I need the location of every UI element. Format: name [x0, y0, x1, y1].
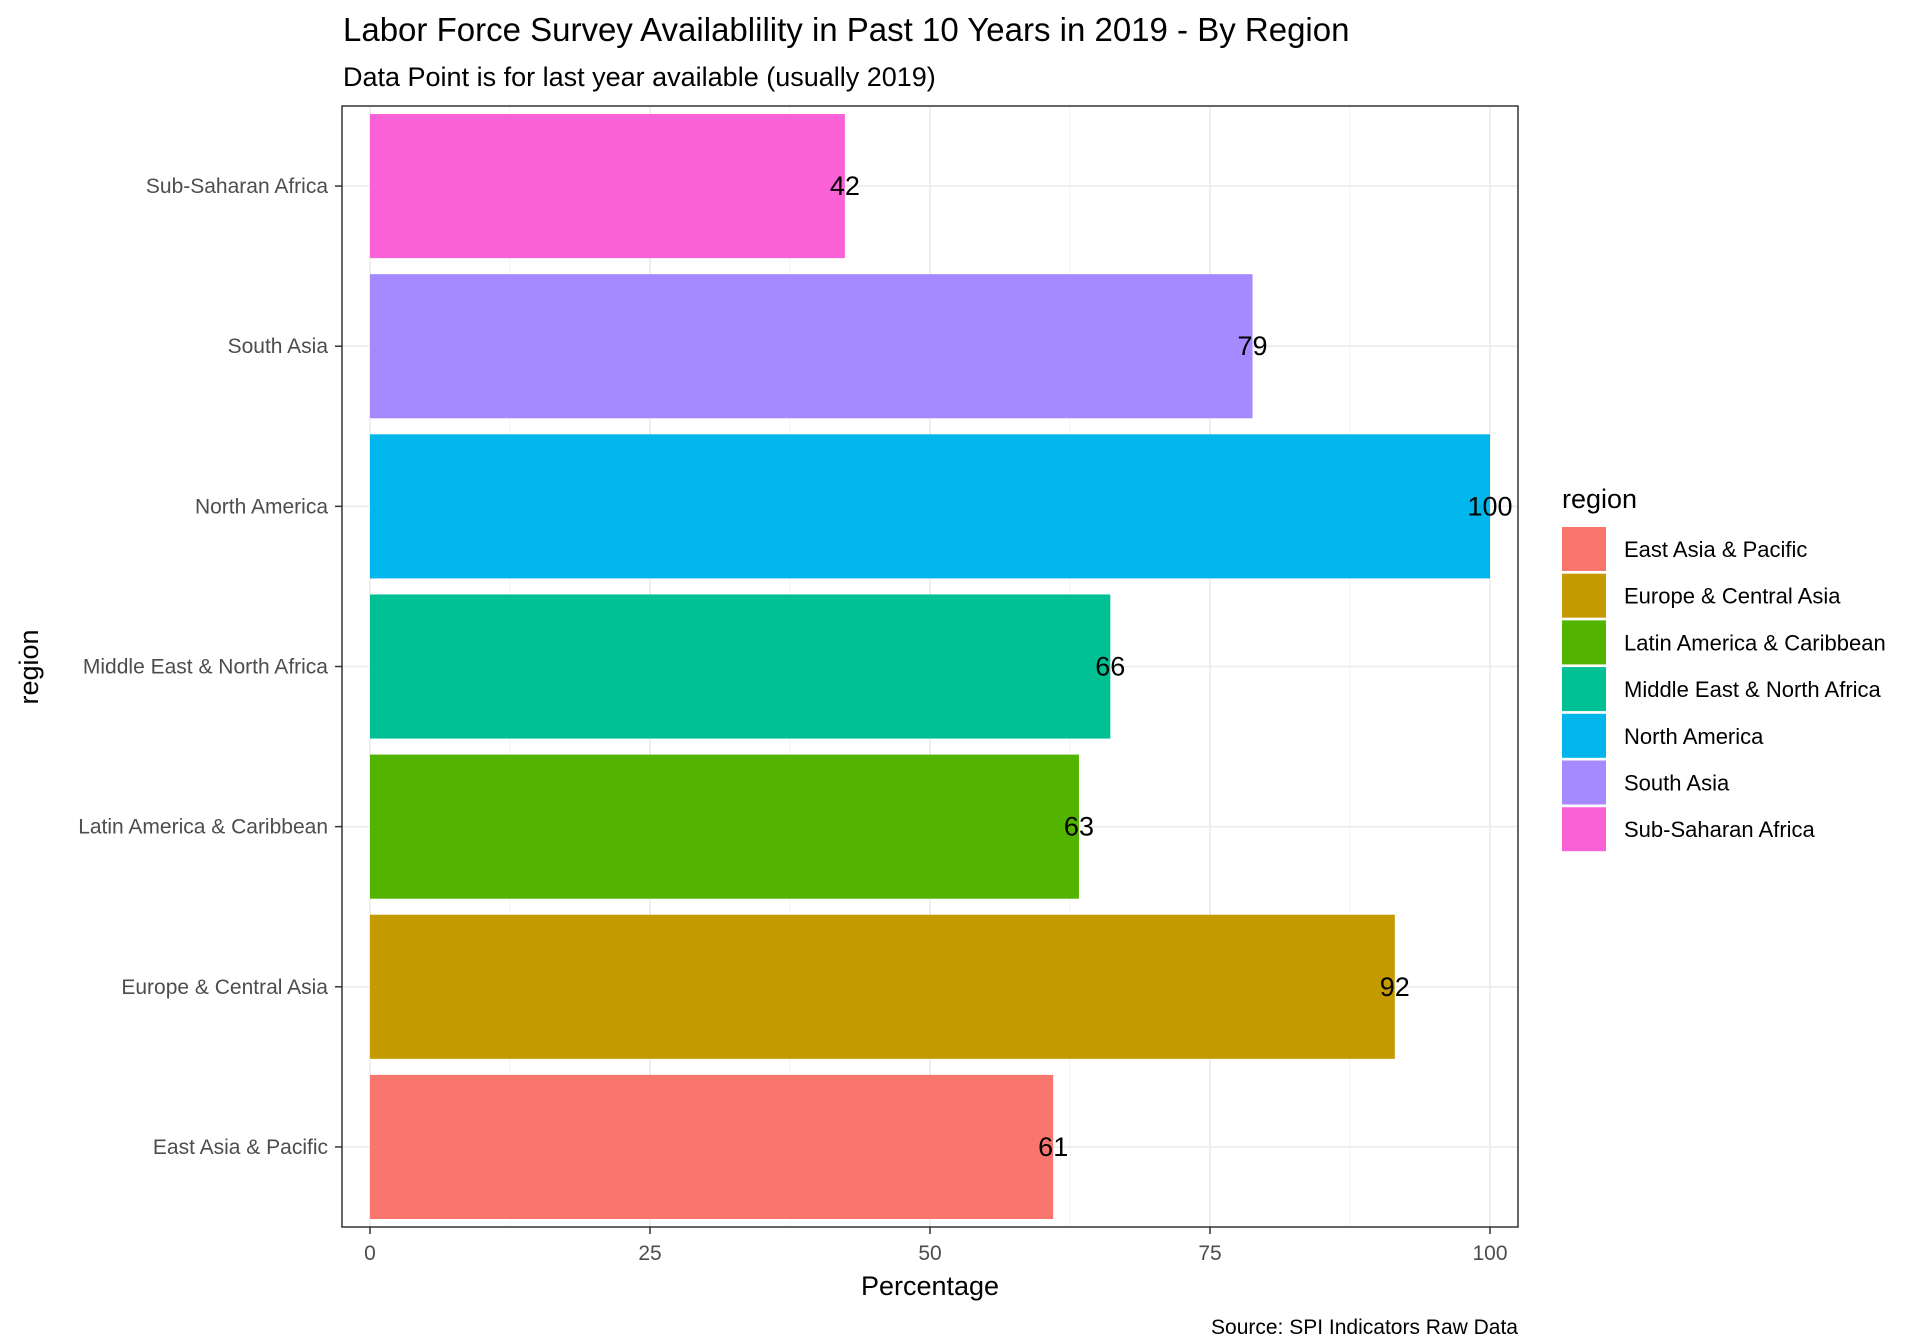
legend-label: Sub-Saharan Africa: [1624, 817, 1816, 842]
legend-label: South Asia: [1624, 771, 1730, 796]
chart-title: Labor Force Survey Availablility in Past…: [343, 11, 1349, 48]
bar: [370, 594, 1111, 739]
bar-value-label: 63: [1064, 812, 1094, 842]
chart-subtitle: Data Point is for last year available (u…: [343, 62, 936, 92]
legend-label: Middle East & North Africa: [1624, 677, 1882, 702]
bar: [370, 914, 1395, 1059]
bar: [370, 754, 1079, 899]
bar-value-label: 61: [1038, 1132, 1068, 1162]
bars: [370, 114, 1490, 1219]
y-axis: East Asia & Pacific Europe & Central Asia…: [78, 175, 342, 1159]
legend-swatch: [1562, 713, 1606, 758]
bar-value-label: 42: [830, 171, 860, 201]
y-tick-label: Sub-Saharan Africa: [146, 175, 328, 198]
bar-value-label: 79: [1238, 331, 1268, 361]
x-tick-label: 75: [1198, 1242, 1221, 1265]
x-axis-title: Percentage: [861, 1271, 999, 1301]
data-labels: 61 92 63 66 100 79 42: [830, 171, 1513, 1162]
x-tick-label: 0: [364, 1242, 376, 1265]
bar: [370, 274, 1253, 419]
legend-swatch: [1562, 527, 1606, 571]
legend-title: region: [1562, 484, 1637, 514]
y-tick-label: East Asia & Pacific: [153, 1136, 328, 1159]
x-tick-label: 50: [918, 1242, 941, 1265]
x-tick-label: 100: [1472, 1242, 1507, 1265]
chart-caption: Source: SPI Indicators Raw Data: [1211, 1316, 1518, 1339]
legend-label: North America: [1624, 724, 1764, 749]
bar: [370, 434, 1490, 579]
x-tick-label: 25: [638, 1242, 661, 1265]
y-tick-label: Latin America & Caribbean: [78, 816, 328, 839]
legend-swatch: [1562, 667, 1606, 712]
legend-label: Latin America & Caribbean: [1624, 630, 1886, 655]
bar-value-label: 66: [1095, 652, 1125, 682]
legend: East Asia & Pacific Europe & Central Asia…: [1562, 527, 1886, 852]
legend-swatch: [1562, 807, 1606, 852]
legend-label: East Asia & Pacific: [1624, 537, 1807, 562]
y-axis-title: region: [14, 629, 44, 704]
legend-label: Europe & Central Asia: [1624, 584, 1841, 609]
legend-swatch: [1562, 573, 1606, 618]
x-axis: 0 25 50 75 100: [364, 1227, 1508, 1265]
legend-swatch: [1562, 620, 1606, 665]
legend-swatch: [1562, 760, 1606, 805]
y-tick-label: Europe & Central Asia: [121, 976, 328, 999]
bar-value-label: 100: [1467, 491, 1512, 521]
y-tick-label: North America: [195, 495, 328, 518]
bar: [370, 1074, 1054, 1219]
bar: [370, 114, 845, 259]
y-tick-label: South Asia: [228, 335, 329, 358]
y-tick-label: Middle East & North Africa: [83, 656, 328, 679]
bar-value-label: 92: [1380, 972, 1410, 1002]
